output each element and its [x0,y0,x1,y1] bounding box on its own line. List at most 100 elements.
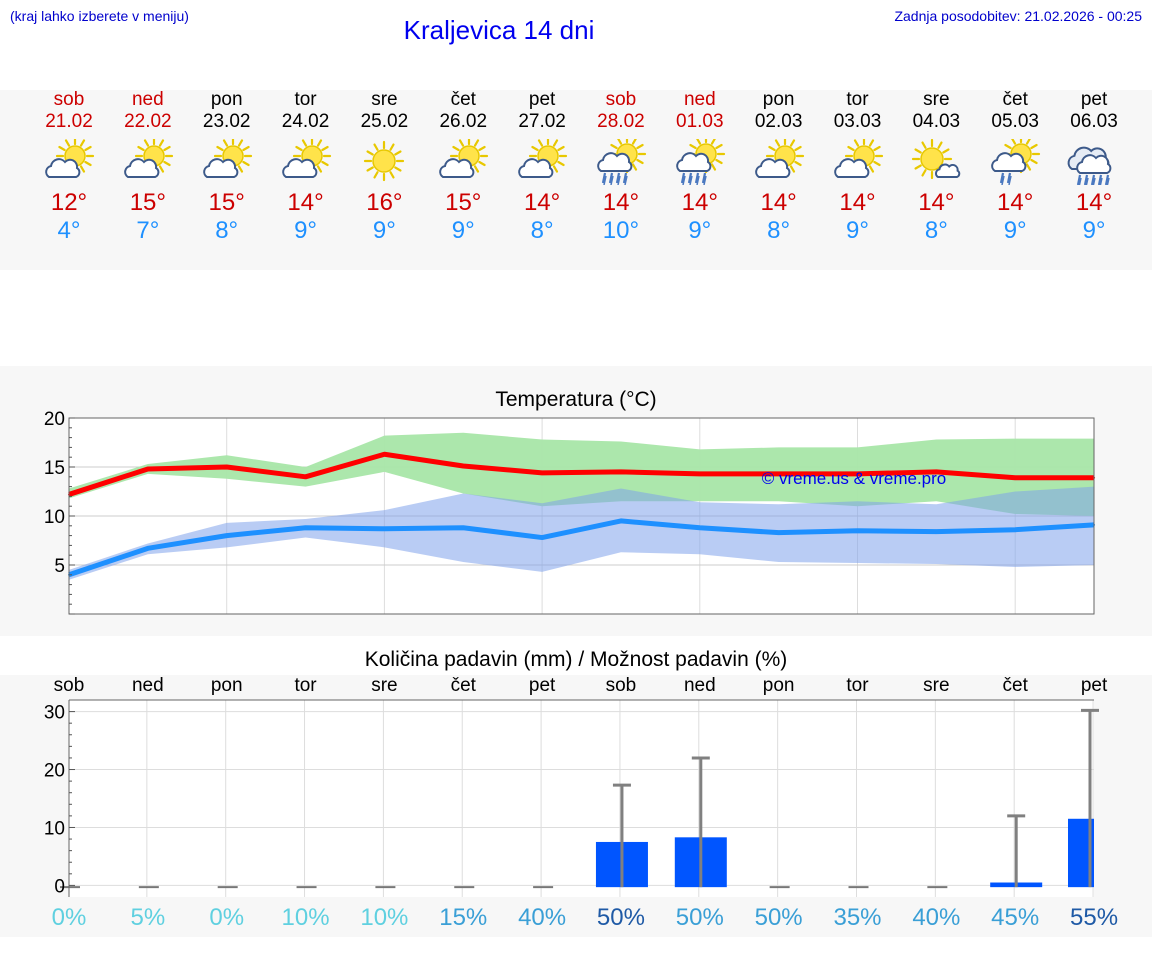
day-name: čet [450,89,476,110]
day-name: pet [1080,89,1108,110]
day-date: 03.03 [833,111,882,132]
day-name: sre [371,89,398,110]
day-column: sre 25.02 16° 9° [344,89,424,245]
precip-probability: 5% [130,904,166,931]
precip-day-label: sob [605,675,637,696]
precip-probability: 50% [596,904,645,931]
precip-day-label: čet [450,675,476,696]
day-name: čet [1002,89,1028,110]
sun-light-rain-icon [991,139,1041,185]
day-name: ned [683,89,716,110]
sunny-icon [364,140,405,182]
max-temp-point [462,465,465,468]
partly-sunny-icon [202,139,252,178]
day-date: 24.02 [281,111,330,132]
sun-small-cloud-icon [912,139,961,180]
day-column: tor 03.03 14° 9° [818,89,898,245]
day-date: 22.02 [124,111,172,132]
precip-probability: 40% [912,904,961,931]
day-name: tor [846,89,869,110]
day-date: 21.02 [45,111,93,132]
max-temp-point [541,471,544,474]
precip-day-label: tor [294,675,317,696]
y-tick-label: 0 [54,876,65,897]
page-title: Kraljevica 14 dni [403,15,595,45]
precip-day-label: pet [1080,675,1108,696]
max-temp: 12° [50,189,88,216]
max-temp: 14° [287,189,324,216]
max-temp-point [777,472,780,475]
partly-sunny-icon [518,139,568,178]
min-temp-point [541,536,544,539]
max-temp-point [856,472,859,475]
watermark: © vreme.us & vreme.pro [762,469,946,488]
max-temp: 15° [208,189,245,216]
day-name: pon [210,89,243,110]
min-temp-point [304,526,307,529]
day-name: sre [923,89,950,110]
day-date: 04.03 [912,111,961,132]
precip-day-label: sob [53,675,85,696]
precip-day-label: pon [762,675,795,696]
min-temp: 10° [602,217,640,244]
precip-day-label: sre [923,675,950,696]
max-temp: 14° [997,189,1034,216]
max-temp: 14° [1075,189,1113,216]
precip-day-label: pon [210,675,243,696]
min-temp-point [146,547,149,550]
precipitation-chart: 30 20 10 0 [44,699,1099,897]
min-temp: 8° [530,217,554,244]
day-date: 01.03 [676,111,724,132]
min-temp-point [383,527,386,530]
min-temp-point [462,526,465,529]
min-temp-band [69,486,1095,580]
min-temp-point [777,531,780,534]
day-date: 23.02 [202,111,251,132]
min-temp: 9° [688,217,712,244]
min-temp: 9° [372,217,396,244]
min-temp: 7° [136,217,160,244]
min-temp: 8° [924,217,948,244]
max-temp-point [304,475,307,478]
day-column: sob 28.02 14° 10° [581,89,661,245]
y-tick-label: 15 [44,458,65,479]
temperature-chart: 20 15 10 5 © vreme.us & vreme.pro [44,410,1096,615]
max-temp: 14° [760,189,797,216]
day-name: pet [528,89,556,110]
day-name: sob [605,89,637,110]
precip-probability: 35% [833,904,882,931]
min-temp: 9° [1003,217,1027,244]
max-temp: 16° [366,189,403,216]
max-temp: 14° [681,189,718,216]
partly-sunny-icon [45,139,95,178]
day-date: 28.02 [597,111,645,132]
precip-probability: 10% [281,904,330,931]
min-temp-point [698,526,701,529]
max-temp-point [1014,476,1017,479]
day-name: tor [294,89,317,110]
partly-sunny-icon [439,139,489,178]
y-tick-label: 10 [44,507,65,528]
precip-day-label: pet [528,675,556,696]
sun-rain-icon [597,139,647,185]
day-column: pon 23.02 15° 8° [187,89,267,245]
partly-sunny-icon [281,139,331,178]
day-column: čet 26.02 15° 9° [423,89,503,245]
partly-sunny-icon [754,139,804,178]
day-column: sob 21.02 12° 4° [29,89,109,245]
plot-area [69,700,1094,897]
max-temp: 15° [129,189,166,216]
min-temp-point [225,534,228,537]
day-column: tor 24.02 14° 9° [266,89,346,245]
day-date: 02.03 [754,111,803,132]
day-date: 05.03 [991,111,1039,132]
day-date: 06.03 [1070,111,1118,132]
precip-day-label: tor [846,675,869,696]
precip-day-label: ned [131,675,164,696]
temperature-title: Temperatura (°C) [495,388,657,411]
day-name: ned [131,89,164,110]
precip-probability: 15% [439,904,488,931]
max-temp-point [698,472,701,475]
precip-probability: 0% [51,904,87,931]
precip-probability: 55% [1070,904,1119,931]
